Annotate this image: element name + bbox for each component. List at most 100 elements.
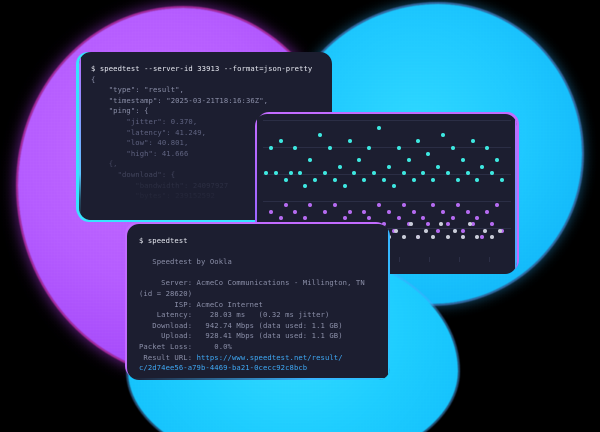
plot-gridline <box>263 120 511 121</box>
result-url-line: Result URL: https://www.speedtest.net/re… <box>139 353 380 364</box>
result-url-link[interactable]: https://www.speedtest.net/result/ <box>196 352 343 362</box>
plot-point-upload <box>303 216 308 220</box>
plot-point-upload <box>382 222 386 227</box>
plot-point-upload <box>490 222 495 227</box>
plot-point-download <box>406 158 411 163</box>
terminal-line: ISP: AcmeCo Internet <box>139 299 263 309</box>
plot-point-upload <box>426 222 431 227</box>
plot-point-latency <box>431 235 436 240</box>
plot-point-download <box>382 177 386 182</box>
terminal-line: (id = 28620) <box>139 288 193 298</box>
terminal-line: $ speedtest --server-id 33913 --format=j… <box>91 64 313 73</box>
result-summary-terminal[interactable]: $ speedtest Speedtest by Ookla Server: A… <box>127 224 390 380</box>
terminal-line: "ping": { <box>91 106 149 116</box>
plot-point-upload <box>322 209 327 214</box>
plot-point-upload <box>278 216 283 220</box>
plot-point-download <box>416 139 421 144</box>
scatter-plot-area <box>255 114 517 274</box>
terminal-line: "type": "result", <box>91 85 184 95</box>
plot-point-download <box>357 158 362 163</box>
terminal-line: Upload: 928.41 Mbps (data used: 1.1 GB) <box>139 331 343 341</box>
plot-point-download <box>470 139 475 144</box>
plot-point-upload <box>485 209 490 214</box>
plot-point-upload <box>347 209 352 214</box>
plot-point-download <box>391 184 396 188</box>
plot-point-download <box>455 177 460 182</box>
plot-point-upload <box>367 216 372 220</box>
plot-point-upload <box>283 203 288 208</box>
terminal-line <box>139 268 380 279</box>
plot-point-download <box>308 158 313 163</box>
plot-point-download <box>362 177 367 182</box>
plot-point-upload <box>386 209 391 214</box>
plot-point-download <box>436 164 441 169</box>
plot-x-tick <box>429 257 430 262</box>
terminal-line: { <box>91 74 96 84</box>
plot-point-download <box>293 145 298 150</box>
plot-point-upload <box>401 203 406 208</box>
terminal-line: Speedtest by Ookla <box>139 257 232 267</box>
plot-point-upload <box>293 209 298 214</box>
plot-point-upload <box>441 209 446 214</box>
terminal-line: Download: 942.74 Mbps (data used: 1.1 GB… <box>139 320 343 330</box>
terminal-line: Latency: 28.03 ms (0.32 ms jitter) <box>139 310 330 320</box>
plot-point-download <box>386 164 391 169</box>
plot-point-download <box>263 171 268 176</box>
plot-gridline <box>263 147 511 148</box>
plot-point-latency <box>416 235 421 240</box>
plot-point-upload <box>500 228 505 233</box>
plot-point-download <box>465 171 470 176</box>
plot-point-download <box>500 177 505 182</box>
plot-point-download <box>377 126 382 131</box>
plot-gridline <box>263 174 511 175</box>
terminal-line: "high": 41.666 <box>91 148 189 158</box>
plot-point-latency <box>445 235 450 240</box>
plot-point-upload <box>445 222 450 227</box>
plot-point-upload <box>391 228 396 233</box>
plot-point-download <box>490 171 495 176</box>
plot-point-download <box>342 184 347 188</box>
plot-point-download <box>441 132 446 137</box>
plot-point-upload <box>332 203 337 208</box>
plot-point-download <box>352 171 357 176</box>
result-url-label: Result URL: <box>139 352 197 362</box>
plot-point-upload <box>455 203 460 208</box>
plot-point-download <box>337 164 342 169</box>
plot-point-download <box>313 177 318 182</box>
plot-point-upload <box>362 209 367 214</box>
terminal-line: "jitter": 0.370, <box>91 116 198 126</box>
plot-point-latency <box>482 228 487 233</box>
plot-point-latency <box>497 228 502 233</box>
result-url-link-continued[interactable]: c/2d74ee56-a79b-4469-ba21-0cecc92c8bcb <box>139 363 308 373</box>
plot-point-upload <box>431 203 436 208</box>
plot-point-download <box>288 171 293 176</box>
plot-point-download <box>411 177 416 182</box>
plot-point-download <box>475 177 480 182</box>
plot-point-upload <box>475 216 480 220</box>
plot-point-latency <box>423 228 428 233</box>
plot-point-upload <box>396 216 401 220</box>
terminal-line: $ speedtest <box>139 236 188 245</box>
plot-point-upload <box>480 235 485 240</box>
plot-point-download <box>332 177 337 182</box>
plot-point-latency <box>409 222 414 227</box>
plot-point-download <box>426 152 431 156</box>
plot-point-download <box>460 158 465 163</box>
plot-point-upload <box>465 209 470 214</box>
plot-point-upload <box>450 216 455 220</box>
plot-point-download <box>298 171 303 176</box>
plot-point-upload <box>308 203 313 208</box>
plot-point-upload <box>460 228 465 233</box>
plot-point-upload <box>436 228 441 233</box>
plot-point-latency <box>475 235 480 240</box>
plot-gridline <box>263 201 511 202</box>
plot-point-download <box>450 145 455 150</box>
plot-x-tick <box>459 257 460 262</box>
terminal-line: "timestamp": "2025-03-21T18:16:36Z", <box>91 95 269 105</box>
plot-point-download <box>372 171 377 176</box>
plot-point-latency <box>490 235 495 240</box>
terminal-line: "latency": 41.249, <box>91 127 207 137</box>
plot-point-latency <box>401 235 406 240</box>
plot-point-upload <box>421 216 426 220</box>
plot-point-upload <box>495 203 500 208</box>
